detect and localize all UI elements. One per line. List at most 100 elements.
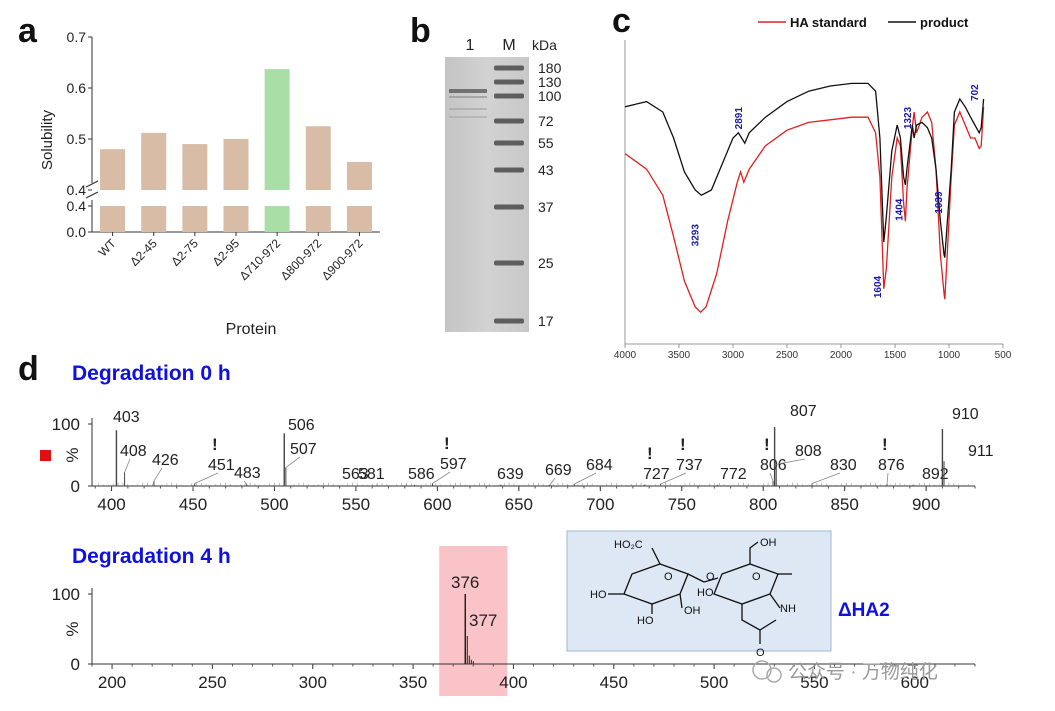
- bar-lower-segment: [346, 206, 372, 232]
- marker-band: [494, 65, 524, 71]
- lane-label-marker: M: [502, 37, 515, 54]
- peak-label: 806: [760, 457, 787, 474]
- watermark: 公众号 · 万物纯化: [752, 660, 938, 683]
- c-x-tick-label: 3000: [722, 350, 745, 361]
- label-leader: [574, 472, 597, 485]
- category-label: Δ2-95: [210, 236, 243, 269]
- peak-label: 507: [290, 441, 317, 458]
- peak-flag-mark: !: [882, 435, 888, 454]
- structure-label: ΔHA2: [838, 600, 890, 621]
- d-x-tick-label: 400: [499, 673, 527, 692]
- d-x-tick-label: 550: [342, 495, 370, 514]
- peak-label: 1039: [934, 191, 945, 214]
- marker-label: 100: [538, 88, 562, 104]
- peak-label: 403: [113, 409, 140, 426]
- label-leader: [811, 472, 841, 484]
- d-x-tick-label: 200: [98, 673, 126, 692]
- category-label: Δ2-75: [168, 236, 201, 269]
- d-x-tick-label: 350: [399, 673, 427, 692]
- peak-label: 597: [440, 456, 467, 473]
- y-tick-label-lower: 0.0: [67, 224, 87, 240]
- structure-box: [566, 530, 832, 652]
- marker-label: 43: [538, 162, 554, 178]
- peak-label: 408: [120, 443, 147, 460]
- peak-flag-mark: !: [764, 435, 770, 454]
- dha2-structure: HO₂C HO HO OH O O O OH HO NH O ΔHA2: [566, 530, 890, 659]
- category-label: Δ2-45: [127, 236, 160, 269]
- category-label: WT: [96, 236, 120, 260]
- d-x-tick-label: 550: [800, 673, 828, 692]
- peak-label: 772: [720, 466, 747, 483]
- d-x-tick-label: 450: [600, 673, 628, 692]
- bar-lower-segment: [305, 206, 331, 232]
- ms-spectrum-0h: Degradation 0 h 0 100% 400 450 500 550 600 650 70…: [52, 362, 994, 514]
- bar-lower-segment: [182, 206, 208, 232]
- peak-label: 684: [586, 457, 613, 474]
- wechat-icon: [752, 660, 772, 680]
- kda-unit: kDa: [532, 37, 557, 53]
- peak-label: 3293: [690, 224, 701, 247]
- label-leader: [549, 477, 556, 486]
- peak-label: 892: [922, 466, 949, 483]
- svg-text:NH: NH: [780, 603, 796, 615]
- d-x-tick-label: 650: [505, 495, 533, 514]
- peak-flag-mark: !: [212, 435, 218, 454]
- y-tick-label: 0.5: [67, 131, 87, 147]
- peak-label: 669: [545, 462, 572, 479]
- peak-label: 910: [952, 406, 979, 423]
- svg-text:HO: HO: [637, 615, 654, 627]
- c-x-tick-label: 4000: [614, 350, 637, 361]
- peak-label: 506: [288, 417, 315, 434]
- bar-lower-segment: [264, 206, 290, 232]
- peak-label: 911: [968, 443, 994, 460]
- peak-label: 876: [878, 457, 905, 474]
- label-leader: [243, 480, 248, 485]
- lane1-band: [449, 96, 487, 98]
- spectrum-line-product: [624, 82, 985, 258]
- label-leader: [285, 456, 301, 468]
- gel-image: [445, 57, 529, 332]
- bar-lower-segment: [223, 206, 249, 232]
- marker-band: [494, 140, 524, 146]
- lane1-band: [449, 116, 487, 118]
- peak-label: 377: [469, 611, 497, 630]
- d-y-tick-label: 0: [71, 655, 80, 674]
- marker-band: [494, 318, 524, 324]
- peak-label: 376: [451, 573, 479, 592]
- spectrum-title: Degradation 0 h: [72, 362, 231, 385]
- structure-atom-labels: HO₂C HO HO OH O O O OH HO NH O: [590, 537, 796, 659]
- d-x-tick-label: 250: [198, 673, 226, 692]
- c-x-tick-label: 2500: [776, 350, 799, 361]
- peak-label: 807: [790, 403, 817, 420]
- label-leader: [776, 458, 806, 465]
- lane-label-1: 1: [466, 37, 475, 54]
- svg-text:HO: HO: [590, 589, 607, 601]
- y-tick-label-lower: 0.4: [67, 198, 87, 214]
- bar: [100, 149, 126, 190]
- x-axis-title: Protein: [226, 321, 277, 338]
- peak-flag-mark: !: [647, 444, 653, 463]
- d-x-tick-label: 600: [423, 495, 451, 514]
- bar: [141, 132, 167, 190]
- peak-label: 586: [408, 466, 435, 483]
- y-tick-label: 0.4: [67, 182, 87, 198]
- marker-label: 130: [538, 74, 562, 90]
- legend-label: product: [920, 15, 969, 30]
- label-leader: [153, 467, 163, 482]
- peak-label: 1323: [903, 106, 914, 129]
- bar: [182, 144, 208, 190]
- lane1-band: [449, 108, 487, 110]
- wechat-icon-small: [766, 667, 782, 683]
- label-leader: [886, 472, 889, 485]
- svg-text:O: O: [756, 647, 765, 659]
- peak-label: 563: [342, 466, 369, 483]
- peak-label: 727: [643, 466, 670, 483]
- marker-label: 25: [538, 255, 554, 271]
- peak-label: 830: [830, 457, 857, 474]
- peak-label: 426: [152, 452, 179, 469]
- panel-label-c: c: [612, 2, 631, 40]
- category-label: Δ900-972: [319, 236, 366, 283]
- bar: [223, 139, 249, 190]
- bar-lower-segment: [141, 206, 167, 232]
